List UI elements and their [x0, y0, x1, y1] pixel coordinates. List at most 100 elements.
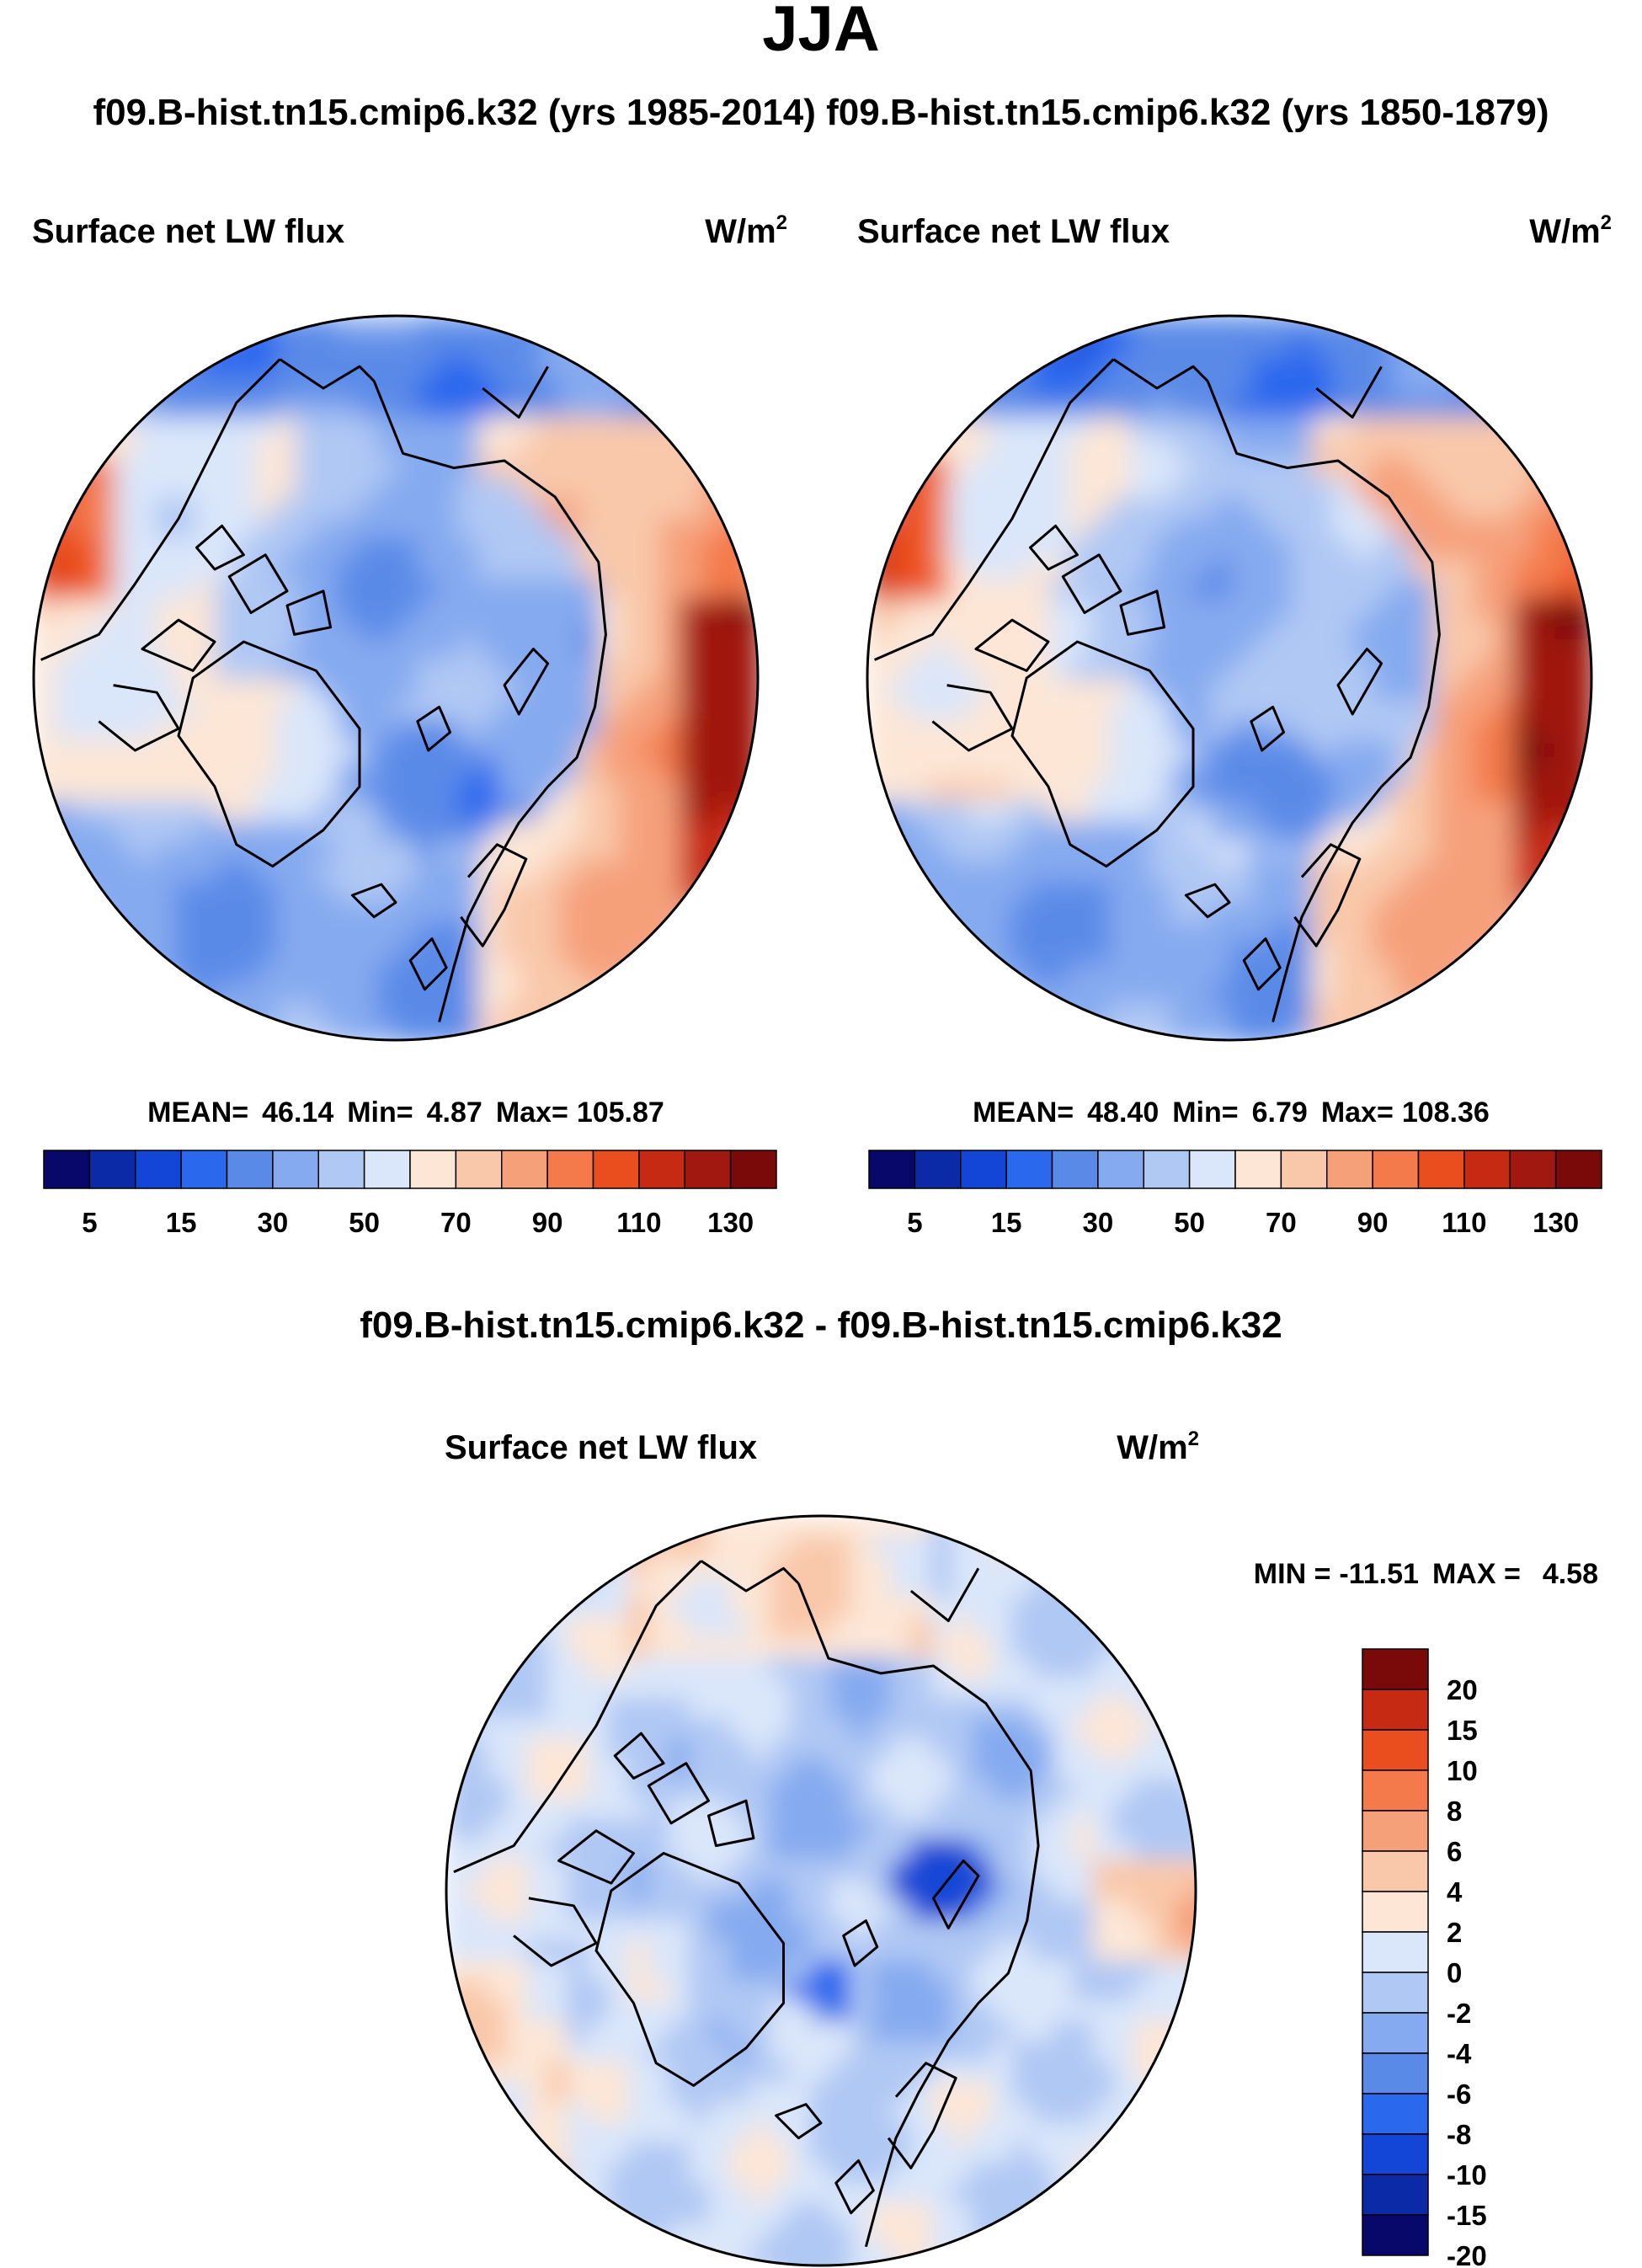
left-map-field — [34, 316, 758, 1040]
right-min-label: Min= — [1172, 1097, 1238, 1129]
diff-colorbar-box — [1362, 1689, 1429, 1731]
right-coastlines — [873, 358, 1441, 1022]
right-colorbar-tick-label: 50 — [1174, 1207, 1205, 1238]
diff-max-value: 4.58 — [1543, 1558, 1598, 1590]
right-map-boundary — [866, 314, 1593, 1042]
left-colorbar-box — [455, 1150, 503, 1189]
right-min-value: 6.79 — [1252, 1097, 1308, 1129]
right-units-exp: 2 — [1601, 211, 1612, 234]
left-colorbar-tick-label: 15 — [166, 1207, 197, 1238]
panel-left: Surface net LW flux W/m2 MEAN= 46.14 Min= 4… — [32, 211, 787, 1238]
diff-colorbar-tick-label: -15 — [1447, 2200, 1487, 2231]
left-colorbar: 5 15 30 50 70 90 110 130 — [43, 1150, 777, 1238]
diff-colorbar-tick-label: 0 — [1447, 1957, 1462, 1988]
diff-colorbar-tick-label: -20 — [1447, 2240, 1487, 2268]
diff-colorbar-box — [1362, 2012, 1429, 2054]
diff-colorbar-box — [1362, 1769, 1429, 1812]
diff-colorbar-box — [1362, 1810, 1429, 1852]
diff-colorbar-tick-label: 15 — [1447, 1715, 1478, 1746]
left-min-value: 4.87 — [427, 1097, 482, 1129]
diff-colorbar-box — [1362, 1891, 1429, 1933]
right-colorbar-tick-label: 30 — [1083, 1207, 1114, 1238]
diff-colorbar-box — [1362, 1648, 1429, 1690]
right-colorbar-box — [1234, 1150, 1282, 1189]
left-colorbar-box — [135, 1150, 182, 1189]
left-mean-label: MEAN= — [147, 1097, 248, 1129]
left-colorbar-box — [592, 1150, 640, 1189]
left-max-value: 105.87 — [577, 1097, 664, 1129]
right-colorbar: 5 15 30 50 70 90 110 130 — [868, 1150, 1602, 1238]
diff-stats: MIN = -11.51 MAX = 4.58 — [1254, 1558, 1598, 1590]
left-colorbar-box — [409, 1150, 457, 1189]
diff-colorbar-box — [1362, 1931, 1429, 1973]
left-stats: MEAN= 46.14 Min= 4.87 Max= 105.87 — [147, 1097, 664, 1129]
right-map — [866, 314, 1593, 1042]
right-units-base: W/m — [1529, 213, 1600, 250]
right-colorbar-box — [1372, 1150, 1420, 1189]
left-colorbar-box — [180, 1150, 228, 1189]
right-colorbar-box — [868, 1150, 916, 1189]
left-colorbar-box — [501, 1150, 548, 1189]
right-colorbar-tick-label: 5 — [907, 1207, 922, 1238]
left-colorbar-box — [43, 1150, 91, 1189]
diff-colorbar-tick-label: 20 — [1447, 1674, 1478, 1705]
diff-colorbar-box — [1362, 2133, 1429, 2175]
season-title: JJA — [762, 0, 879, 65]
left-max-label: Max= — [496, 1097, 568, 1129]
diff-colorbar-box — [1362, 1729, 1429, 1771]
right-colorbar-box — [1463, 1150, 1511, 1189]
right-colorbar-tick-label: 15 — [991, 1207, 1022, 1238]
right-map-title: Surface net LW flux — [857, 213, 1170, 250]
right-colorbar-box — [1143, 1150, 1191, 1189]
left-colorbar-tick-label: 5 — [82, 1207, 97, 1238]
left-map-boundary — [32, 314, 760, 1042]
left-mean-value: 46.14 — [262, 1097, 333, 1129]
right-colorbar-tick-label: 70 — [1266, 1207, 1297, 1238]
left-colorbar-tick-label: 70 — [440, 1207, 472, 1238]
diff-colorbar-box — [1362, 2214, 1429, 2256]
right-max-label: Max= — [1321, 1097, 1394, 1129]
left-colorbar-box — [317, 1150, 365, 1189]
left-colorbar-box — [638, 1150, 685, 1189]
diff-colorbar-tick-label: 8 — [1447, 1796, 1462, 1827]
diff-colorbar-tick-label: -4 — [1447, 2038, 1472, 2069]
diff-map — [445, 1514, 1197, 2267]
left-colorbar-box — [88, 1150, 136, 1189]
right-colorbar-box — [1554, 1150, 1602, 1189]
right-colorbar-box — [1509, 1150, 1557, 1189]
diff-colorbar-tick-label: 2 — [1447, 1917, 1462, 1948]
diff-map-field — [446, 1516, 1196, 2265]
diff-colorbar-box — [1362, 1972, 1429, 2014]
diff-colorbar-tick-label: -10 — [1447, 2159, 1487, 2191]
diff-coastlines — [453, 1560, 1040, 2248]
left-colorbar-tick-label: 130 — [707, 1207, 754, 1238]
right-colorbar-box — [1280, 1150, 1328, 1189]
left-min-label: Min= — [347, 1097, 413, 1129]
right-colorbar-box — [1326, 1150, 1373, 1189]
diff-max-label: MAX = — [1432, 1558, 1521, 1590]
right-mean-label: MEAN= — [973, 1097, 1074, 1129]
diff-map-title: Surface net LW flux — [445, 1429, 757, 1466]
diff-min-value: -11.51 — [1339, 1558, 1419, 1590]
right-mean-value: 48.40 — [1087, 1097, 1159, 1129]
diff-title: f09.B-hist.tn15.cmip6.k32 - f09.B-hist.t… — [360, 1305, 1282, 1346]
right-colorbar-box — [960, 1150, 1007, 1189]
panel-right: Surface net LW flux W/m2 MEAN= 48.40 Min= 6… — [857, 211, 1612, 1238]
left-colorbar-tick-label: 30 — [258, 1207, 289, 1238]
left-colorbar-box — [684, 1150, 732, 1189]
diff-colorbar-tick-label: -6 — [1447, 2079, 1471, 2110]
right-map-field — [867, 316, 1591, 1040]
diff-min-label: MIN = — [1254, 1558, 1331, 1590]
diff-map-boundary — [445, 1514, 1197, 2267]
diff-colorbar-tick-label: -8 — [1447, 2119, 1471, 2150]
left-coastlines — [40, 358, 607, 1022]
right-colorbar-box — [1188, 1150, 1236, 1189]
top-title: f09.B-hist.tn15.cmip6.k32 (yrs 1985-2014… — [93, 92, 1549, 133]
right-colorbar-box — [1417, 1150, 1465, 1189]
left-colorbar-box — [729, 1150, 777, 1189]
right-max-value: 108.36 — [1402, 1097, 1490, 1129]
panel-diff: f09.B-hist.tn15.cmip6.k32 - f09.B-hist.t… — [360, 1305, 1598, 2268]
diff-colorbar-box — [1362, 1850, 1429, 1892]
diff-units-exp: 2 — [1188, 1428, 1199, 1450]
